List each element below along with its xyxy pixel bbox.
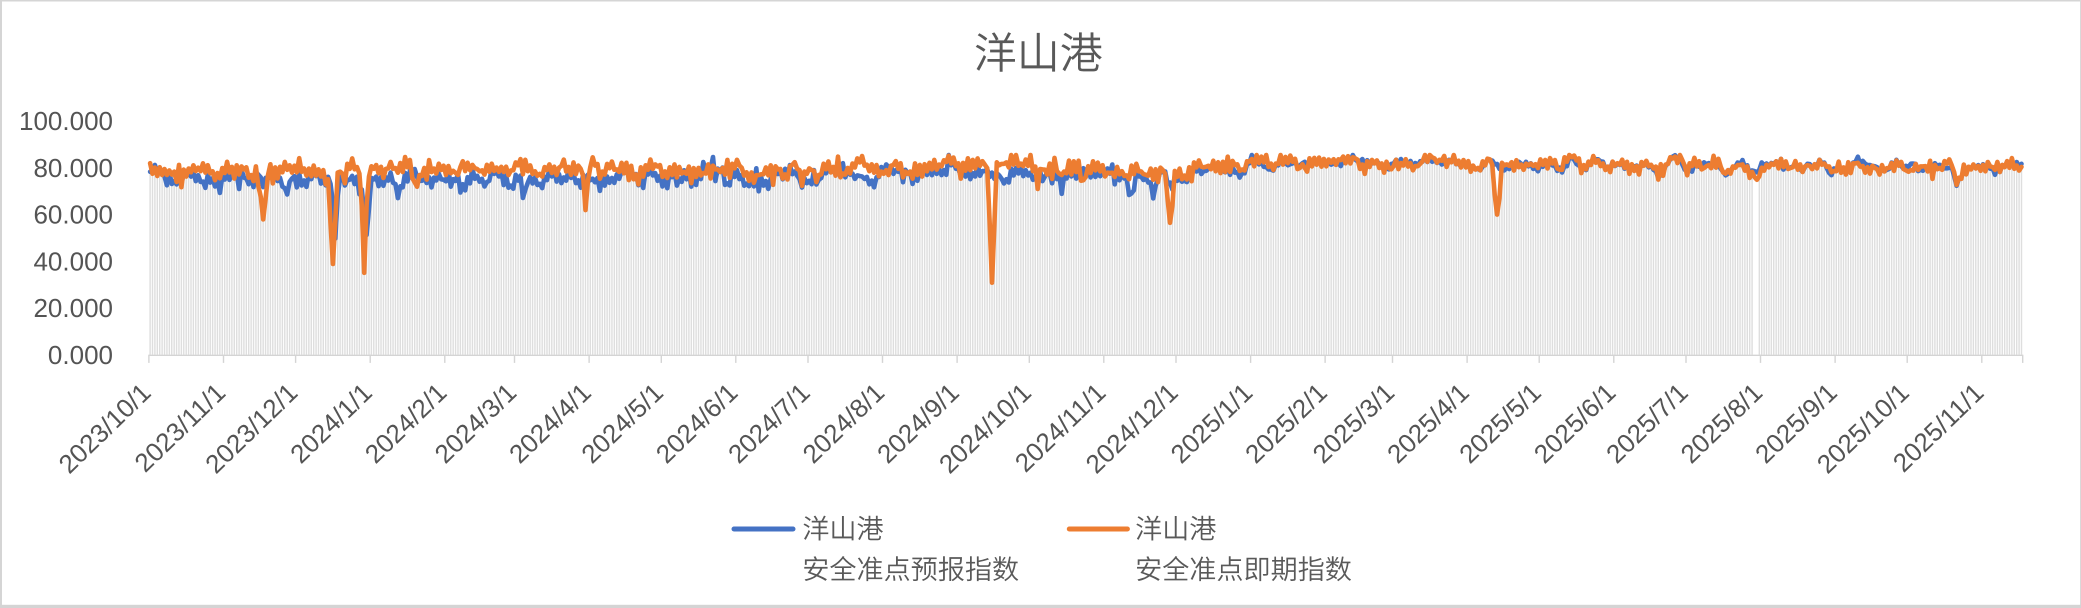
- svg-text:100.000: 100.000: [19, 106, 113, 136]
- svg-text:20.000: 20.000: [33, 293, 113, 323]
- svg-text:80.000: 80.000: [33, 153, 113, 183]
- svg-text:60.000: 60.000: [33, 200, 113, 230]
- svg-text:40.000: 40.000: [33, 246, 113, 276]
- svg-text:0.000: 0.000: [48, 340, 113, 370]
